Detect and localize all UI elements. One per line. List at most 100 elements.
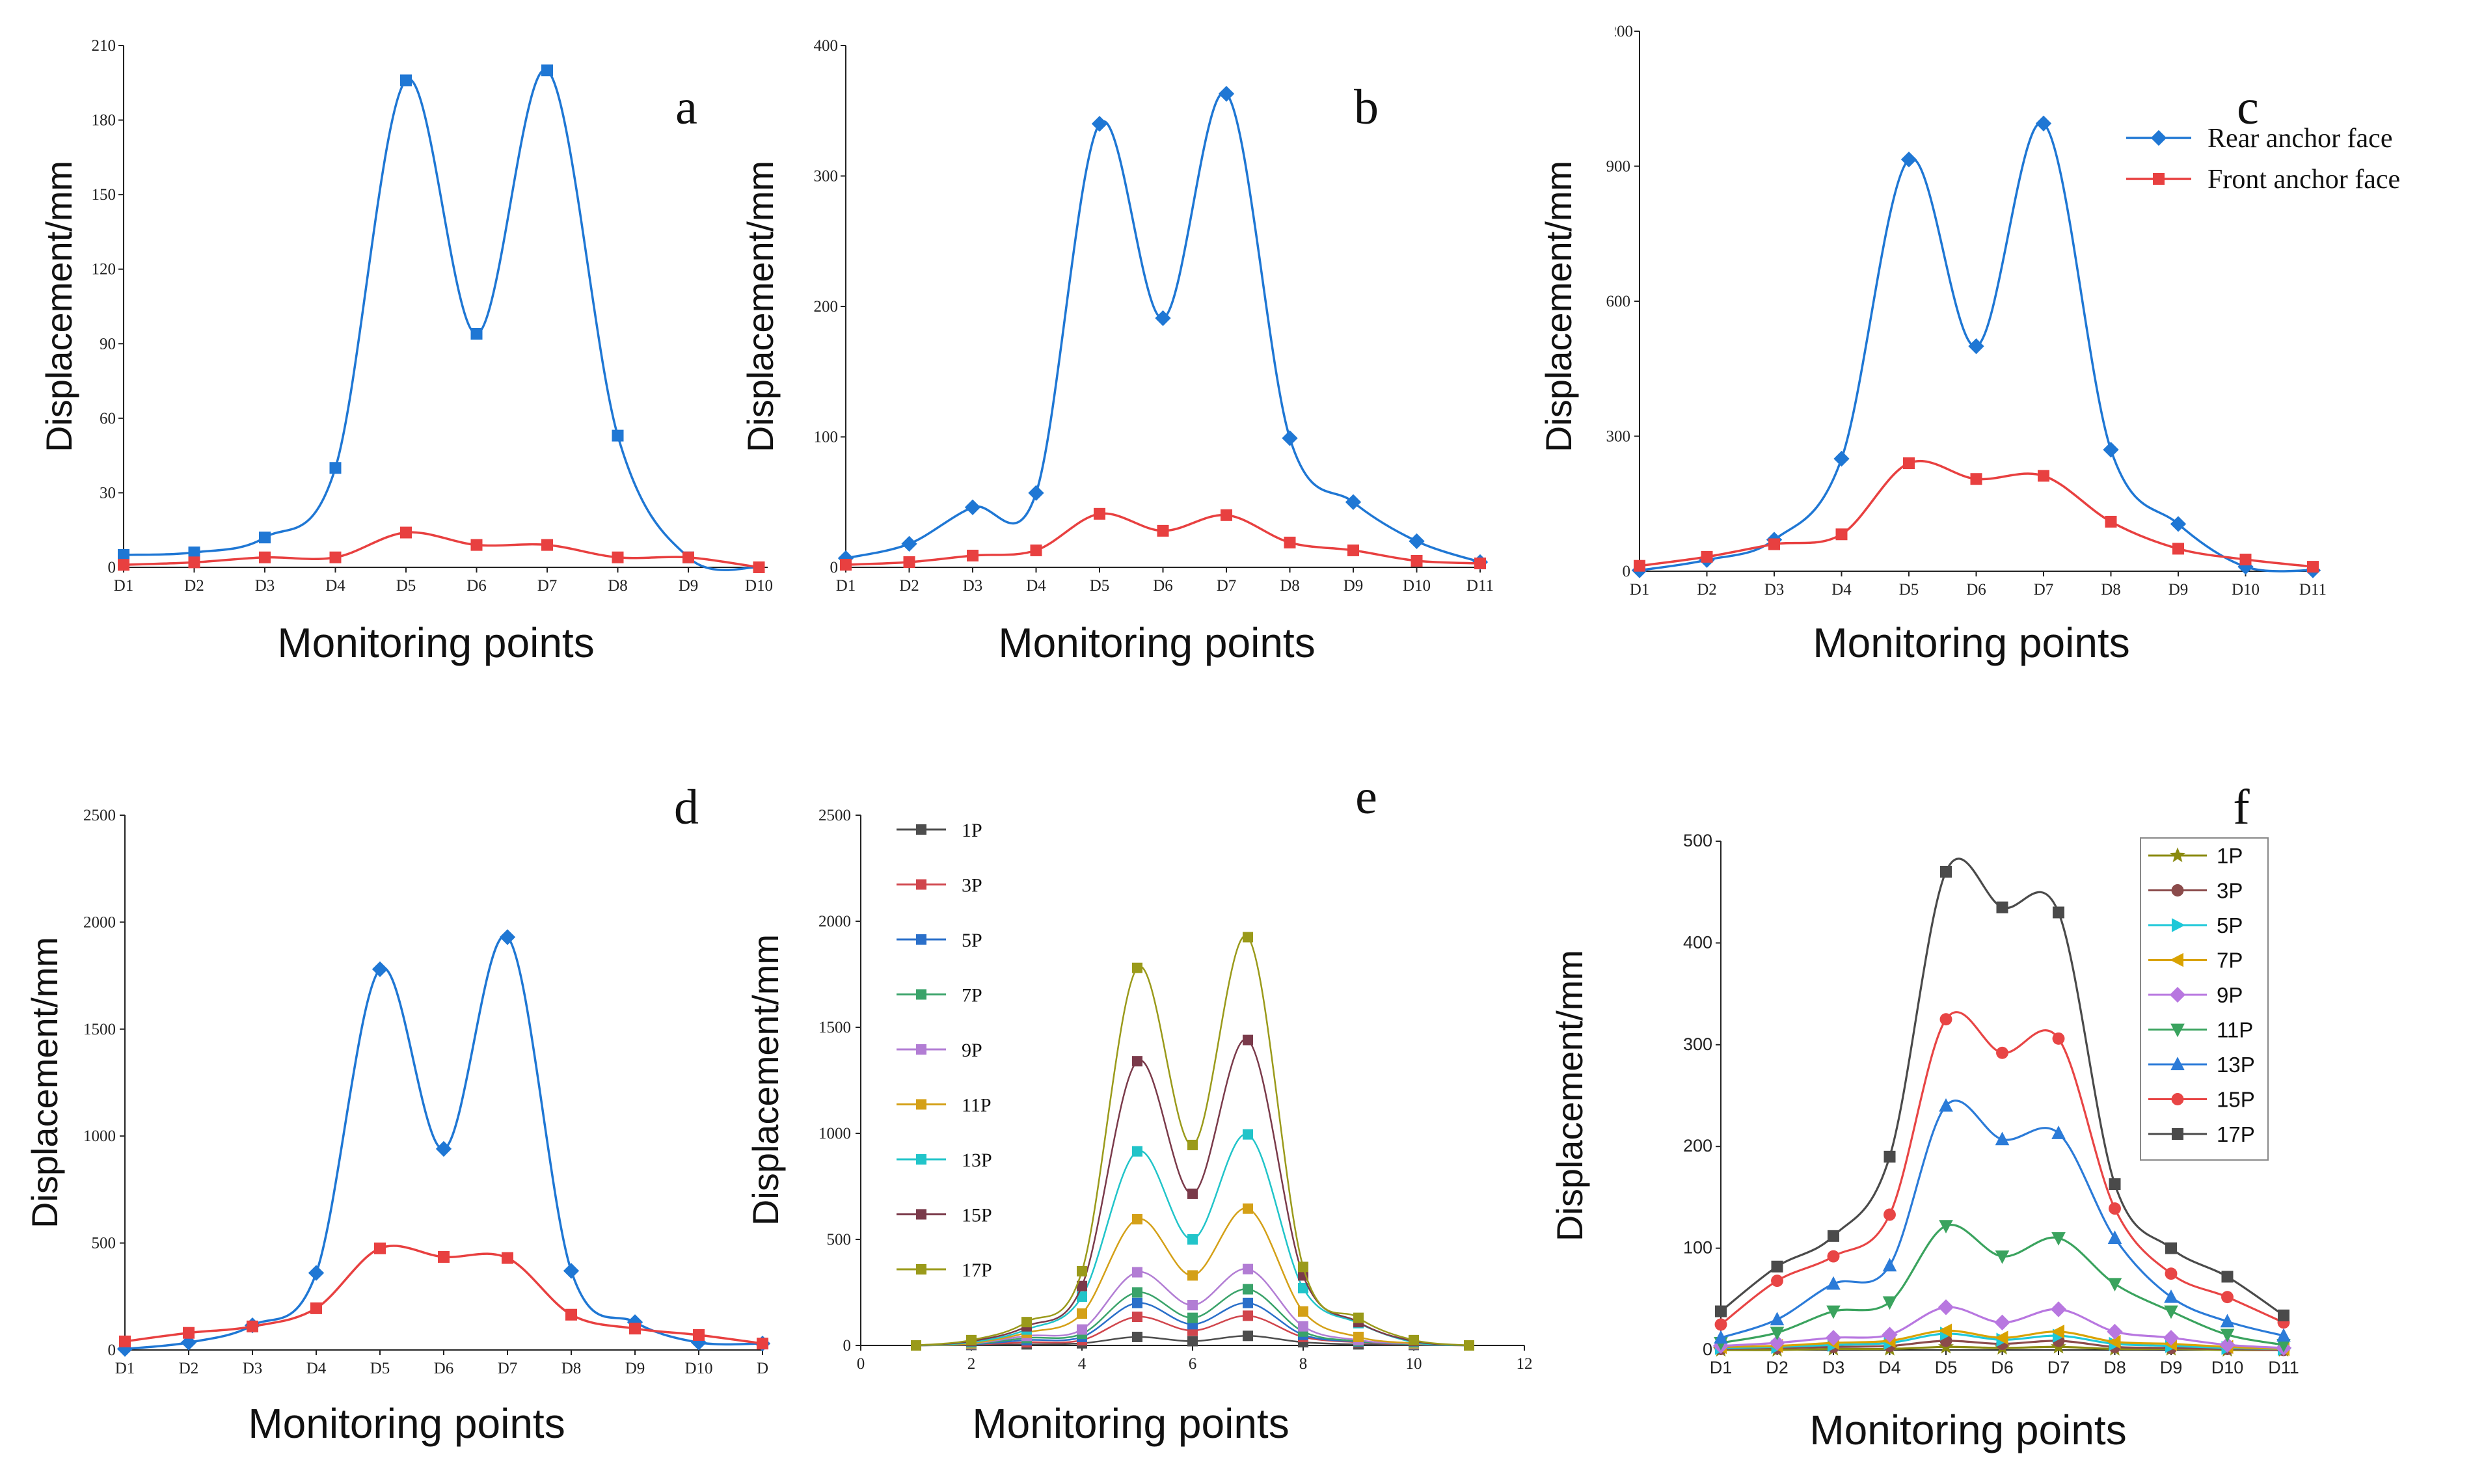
x-tick-label: 8 [1299, 1355, 1308, 1373]
legend-marker [916, 1154, 926, 1165]
y-tick-label: 1000 [83, 1127, 116, 1145]
data-point [840, 558, 852, 571]
legend-box [2140, 837, 2269, 1161]
data-point [1701, 550, 1713, 563]
legend-label: 13P [962, 1150, 992, 1171]
x-tick-label: D2 [179, 1360, 199, 1377]
data-point [1077, 1308, 1087, 1319]
x-axis-title: Monitoring points [1809, 1407, 2126, 1453]
y-tick-label: 90 [100, 335, 116, 353]
data-point [2164, 1305, 2178, 1319]
x-tick-label: D4 [306, 1360, 327, 1377]
y-tick-label: 500 [827, 1231, 852, 1248]
data-point [1347, 544, 1359, 556]
data-point [682, 551, 694, 563]
data-point [1409, 1334, 1419, 1345]
x-tick-label: D2 [1766, 1358, 1789, 1377]
data-point [1826, 1276, 1841, 1290]
x-tick-label: D10 [684, 1360, 712, 1377]
x-tick-label: D11 [2268, 1358, 2299, 1377]
series-front-anchor-face [119, 1242, 768, 1350]
series-line [845, 512, 1481, 566]
y-axis-title: Displacement/mm [1538, 161, 1579, 452]
data-point [1243, 1129, 1253, 1140]
y-tick-label: 0 [843, 1337, 852, 1355]
y-tick-label: 500 [92, 1235, 116, 1252]
x-tick-label: D3 [1822, 1358, 1845, 1377]
series-rear-anchor-face [837, 86, 1489, 571]
legend-label: 7P [962, 985, 982, 1006]
x-tick-label: D3 [963, 577, 983, 595]
x-tick-label: D8 [2101, 581, 2121, 599]
data-point [1132, 1331, 1142, 1342]
data-point [1826, 1305, 1841, 1319]
x-tick-label: D4 [1026, 577, 1046, 595]
data-point [1882, 1327, 1898, 1343]
x-tick-label: D8 [608, 577, 628, 595]
x-tick-label: D7 [2047, 1358, 2070, 1377]
legend-label: 9P [962, 1040, 982, 1061]
data-point [2052, 1032, 2065, 1045]
data-point [1132, 962, 1142, 973]
y-tick-label: 1200 [1600, 23, 1633, 40]
y-axis-title: Displacement/mm [745, 934, 786, 1226]
x-tick-label: D6 [466, 577, 487, 595]
legend-marker [2170, 847, 2185, 863]
data-point [1409, 533, 1425, 550]
data-point [470, 539, 483, 551]
data-point [1411, 554, 1423, 567]
data-point [2221, 1271, 2234, 1283]
data-point [183, 1327, 195, 1339]
data-point [438, 1250, 450, 1263]
chart-panel-c: 0 300 600 900 1200 D1 D2 D3 D4 D5 D6 D7 D8 D9 D10 D11 Di… [1538, 23, 2400, 666]
legend-marker [2170, 1057, 2185, 1070]
legend-label: Front anchor face [2208, 165, 2400, 195]
x-tick-label: D6 [1153, 577, 1173, 595]
data-point [2107, 1323, 2123, 1340]
x-axis-title: Monitoring points [248, 1400, 565, 1447]
y-tick-label: 300 [1606, 428, 1631, 446]
x-tick-label: D7 [2034, 581, 2054, 599]
y-tick-label: 200 [1683, 1136, 1712, 1155]
data-point [400, 526, 412, 539]
x-tick-label: D9 [625, 1360, 645, 1377]
chart-panel-b: 0 100 200 300 400 D1 D2 D3 D4 D5 D6 D7 D8 D9 D10 D11 Dis… [740, 37, 1494, 666]
legend-marker [2170, 952, 2183, 967]
data-point [1218, 86, 1235, 102]
y-tick-label: 0 [830, 559, 839, 576]
data-point [1132, 1056, 1142, 1067]
data-point [1030, 544, 1042, 556]
x-tick-label: D6 [434, 1360, 454, 1377]
legend-label: 3P [962, 875, 982, 897]
data-point [1243, 1034, 1253, 1046]
x-tick-label: D7 [498, 1360, 518, 1377]
legend-marker [2150, 129, 2167, 146]
data-point [1939, 1013, 1952, 1026]
data-point [1028, 485, 1044, 501]
data-point [2163, 1330, 2180, 1346]
legend-marker [916, 824, 926, 835]
data-point [2220, 1314, 2235, 1328]
data-point [2170, 516, 2187, 532]
data-point [247, 1320, 258, 1332]
data-point [2035, 115, 2052, 131]
x-tick-label: D5 [396, 577, 416, 595]
data-point [1284, 536, 1296, 548]
series-13p [1714, 1098, 2291, 1344]
data-point [1187, 1139, 1198, 1150]
data-point [1077, 1280, 1087, 1291]
data-point [2221, 1291, 2234, 1304]
data-point [2105, 515, 2117, 528]
y-axis-title: Displacement/mm [1549, 950, 1590, 1241]
legend-label: 5P [2217, 913, 2243, 938]
x-tick-label: D7 [537, 577, 558, 595]
series-line [123, 68, 759, 571]
data-point [1132, 1297, 1142, 1308]
y-tick-label: 600 [1606, 293, 1631, 310]
data-point [1634, 560, 1645, 572]
x-tick-label: 6 [1189, 1355, 1197, 1373]
data-point [1187, 1300, 1198, 1311]
data-point [1771, 1260, 1783, 1273]
data-point [1939, 1220, 1953, 1234]
